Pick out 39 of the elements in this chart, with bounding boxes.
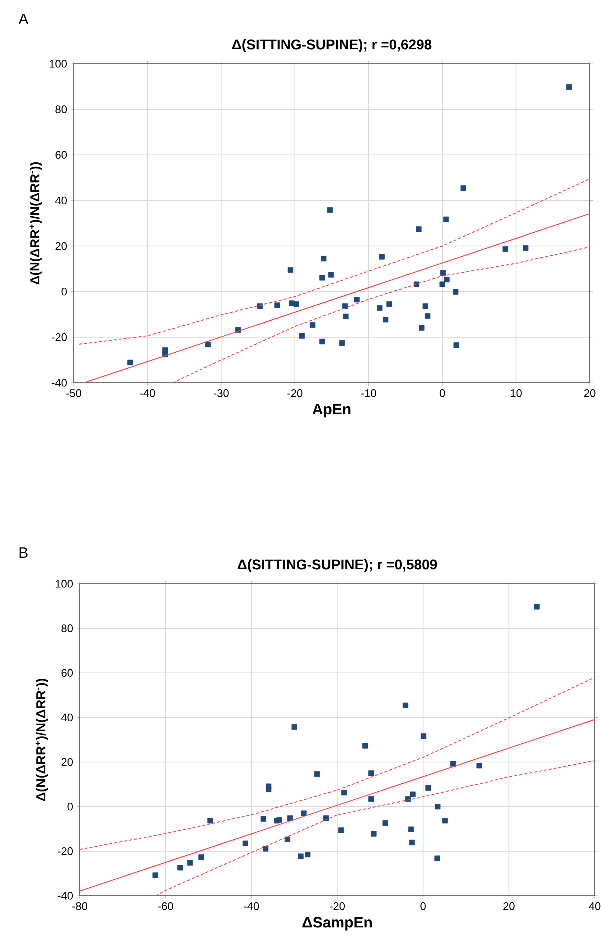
x-tick-label: 20	[504, 902, 515, 910]
x-tick-label: -40	[244, 902, 260, 910]
y-tick-label: 60	[62, 669, 74, 678]
y-axis-title: Δ(N(ΔRR$^{+}$)/N(ΔRR$^{-}$))	[30, 162, 42, 285]
x-tick-label: -80	[72, 902, 88, 910]
y-tick-label: 100	[56, 580, 74, 588]
x-tick-label: -20	[288, 390, 303, 398]
x-axis-title: ΔSampEn	[302, 917, 372, 931]
x-tick-label: -60	[158, 902, 174, 910]
x-tick-label: 0	[420, 902, 426, 910]
y-tick-label: 80	[56, 106, 68, 114]
y-tick-label: 20	[56, 242, 68, 250]
y-axis-title: Δ(N(ΔRR$^{+}$)/N(ΔRR$^{-}$))	[36, 678, 48, 802]
x-tick-label: -40	[140, 390, 156, 398]
y-tick-label: 0	[62, 288, 68, 296]
y-tick-label: -40	[58, 892, 74, 900]
y-tick-label: -20	[58, 848, 74, 856]
y-tick-label: 40	[61, 714, 74, 722]
x-tick-label: -50	[66, 390, 82, 398]
x-tick-label: 40	[589, 902, 601, 910]
y-tick-label: -40	[52, 379, 68, 387]
y-tick-label: 0	[68, 802, 74, 811]
y-tick-label: 40	[55, 196, 68, 205]
y-tick-label: 60	[56, 151, 68, 160]
y-tick-label: 80	[62, 624, 74, 632]
x-tick-label: 20	[584, 390, 596, 398]
x-tick-label: 0	[440, 390, 446, 398]
y-tick-label: 100	[50, 60, 68, 68]
chart-title: Δ(SITTING-SUPINE); r =0,5809	[238, 559, 438, 572]
x-tick-label: -20	[330, 902, 346, 910]
y-tick-label: -20	[52, 334, 68, 342]
x-tick-label: -10	[361, 390, 376, 398]
text: B	[20, 548, 28, 558]
x-tick-label: 10	[510, 390, 522, 398]
y-tick-label: 20	[62, 758, 74, 766]
text: A	[18, 14, 29, 24]
x-tick-label: -30	[214, 390, 229, 398]
x-axis-title: ApEn	[312, 404, 351, 418]
chart-title: Δ(SITTING-SUPINE); r =0,6298	[232, 39, 432, 52]
